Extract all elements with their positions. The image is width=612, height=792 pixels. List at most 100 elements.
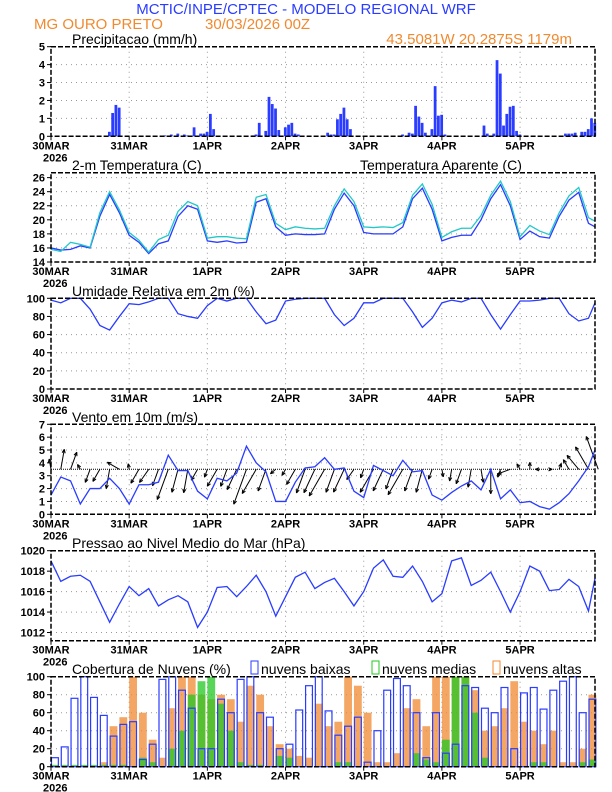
y-tick-label: 20	[33, 366, 45, 378]
x-tick-label: 1APR	[193, 393, 222, 405]
wind-arrowhead	[585, 436, 590, 441]
y-tick-label: 0	[39, 762, 45, 774]
precip-bar	[485, 133, 489, 137]
cloud-bar-nuvens-medias	[344, 762, 352, 767]
cloud-bar-nuvens-altas	[500, 708, 509, 767]
wind-vector	[295, 469, 306, 494]
cloud-bar-nuvens-altas	[109, 726, 118, 767]
x-tick-label: 4APR	[427, 771, 456, 783]
precip-bar	[505, 113, 509, 137]
y-tick-label: 5	[39, 42, 45, 54]
cloud-bar-nuvens-baixas	[559, 680, 568, 768]
cloud-bar-nuvens-medias	[80, 764, 89, 767]
wind-arrowhead	[466, 483, 471, 488]
wind-arrowhead	[77, 464, 82, 469]
precip-title: Precipitacao (mm/h)	[72, 31, 197, 47]
wind-arrowhead	[286, 480, 291, 485]
wind-arrowhead	[203, 473, 208, 478]
cloud-bar-nuvens-altas	[441, 676, 450, 767]
run-date: 30/03/2026 00Z	[205, 16, 310, 33]
x-year-label: 2026	[43, 657, 67, 669]
precip-bar	[482, 125, 486, 137]
precip-bar	[117, 107, 121, 137]
precip-bar	[410, 133, 414, 137]
y-tick-label: 100	[27, 672, 45, 684]
wind-arrowhead	[480, 478, 485, 483]
x-tick-label: 2APR	[271, 518, 300, 530]
x-tick-label: 30MAR	[32, 771, 69, 783]
wind-vector	[257, 469, 267, 492]
precip-bar	[199, 133, 202, 137]
wind-vector	[226, 469, 238, 490]
wind-arrowhead	[562, 459, 567, 464]
x-tick-label: 3APR	[349, 266, 378, 278]
precip-bar	[283, 127, 287, 137]
wind-arrowhead	[403, 486, 408, 492]
cloud-bar-nuvens-medias	[217, 703, 225, 767]
legend-mid-swatch	[371, 660, 380, 675]
cloud-bar-nuvens-medias	[588, 759, 597, 767]
location: 43.5081W 20.2875S 1179m	[386, 31, 572, 48]
wind-arrowhead	[226, 485, 231, 490]
x-tick-label: 5APR	[505, 771, 534, 783]
pressure-panel: 1012 1014 1016 1018 1020 30MAR 31MAR 1APR 2APR 3A…	[21, 546, 596, 669]
cloud-bar-nuvens-baixas	[588, 698, 597, 768]
wind-arrowhead	[295, 488, 300, 494]
cloud-bar-nuvens-medias	[334, 762, 343, 767]
x-tick-label: 30MAR	[32, 140, 69, 152]
precip-panel: 0 1 2 3 4 5 30MAR 31MAR 1APR 2APR 3APR 4APR 5APR 2026	[32, 42, 597, 164]
x-tick-label: 5APR	[505, 645, 534, 657]
cloud-bar-nuvens-baixas	[519, 692, 529, 768]
y-tick-label: 0	[39, 384, 45, 396]
wind-vector	[372, 469, 384, 492]
y-tick-label: 1018	[21, 566, 45, 578]
x-tick-label: 5APR	[505, 140, 534, 152]
wind-arrowhead	[241, 489, 246, 494]
precip-bar	[293, 133, 297, 137]
cloud-bar-nuvens-altas	[422, 726, 431, 767]
precip-bar	[583, 131, 587, 137]
cloud-bar-nuvens-baixas	[158, 678, 167, 768]
x-tick-label: 5APR	[505, 266, 534, 278]
plot-frame	[50, 675, 596, 768]
cloud-bar-nuvens-medias	[451, 676, 460, 767]
cloud-bar-nuvens-baixas	[148, 743, 157, 768]
precip-bar	[590, 118, 593, 137]
y-tick-label: 24	[33, 187, 46, 199]
y-tick-label: 0	[39, 131, 45, 143]
y-tick-label: 26	[33, 173, 45, 185]
wind-vector	[385, 469, 394, 490]
y-tick-label: 40	[33, 726, 45, 738]
x-tick-label: 1APR	[193, 266, 222, 278]
clouds-legend: nuvens baixas nuvens medias nuvens altas	[250, 660, 582, 677]
cloud-bar-nuvens-altas	[344, 676, 352, 767]
y-tick-label: 14	[33, 257, 46, 269]
humidity-line	[50, 297, 596, 331]
pressure-title: Pressao ao Nivel Medio do Mar (hPa)	[72, 535, 305, 551]
precip-bar	[326, 132, 330, 137]
wind-title: Vento em 10m (m/s)	[72, 409, 198, 425]
wind-vector	[449, 469, 453, 482]
cloud-bar-nuvens-medias	[539, 762, 548, 767]
wind-arrowhead	[73, 451, 78, 457]
y-tick-label: 1020	[21, 546, 45, 558]
cloud-bar-nuvens-medias	[480, 757, 489, 767]
wind-vector	[206, 469, 218, 487]
wind-arrowhead	[308, 491, 313, 497]
precip-bar	[495, 60, 499, 137]
wind-arrowhead	[233, 500, 237, 505]
cloud-bar-nuvens-medias	[51, 764, 59, 767]
wind-vector	[585, 436, 599, 470]
precip-bar	[349, 129, 352, 137]
x-tick-label: 31MAR	[111, 645, 148, 657]
wind-arrowhead	[448, 477, 453, 482]
y-tick-label: 2	[39, 95, 45, 107]
x-tick-label: 31MAR	[111, 771, 148, 783]
precip-bar	[433, 86, 437, 137]
y-tick-label: 80	[33, 311, 45, 323]
wind-vector	[467, 469, 472, 488]
wind-arrowhead	[206, 482, 211, 487]
cloud-bar-nuvens-medias	[148, 762, 157, 767]
cloud-bar-nuvens-baixas	[568, 676, 577, 768]
wind-arrowhead	[139, 478, 144, 483]
